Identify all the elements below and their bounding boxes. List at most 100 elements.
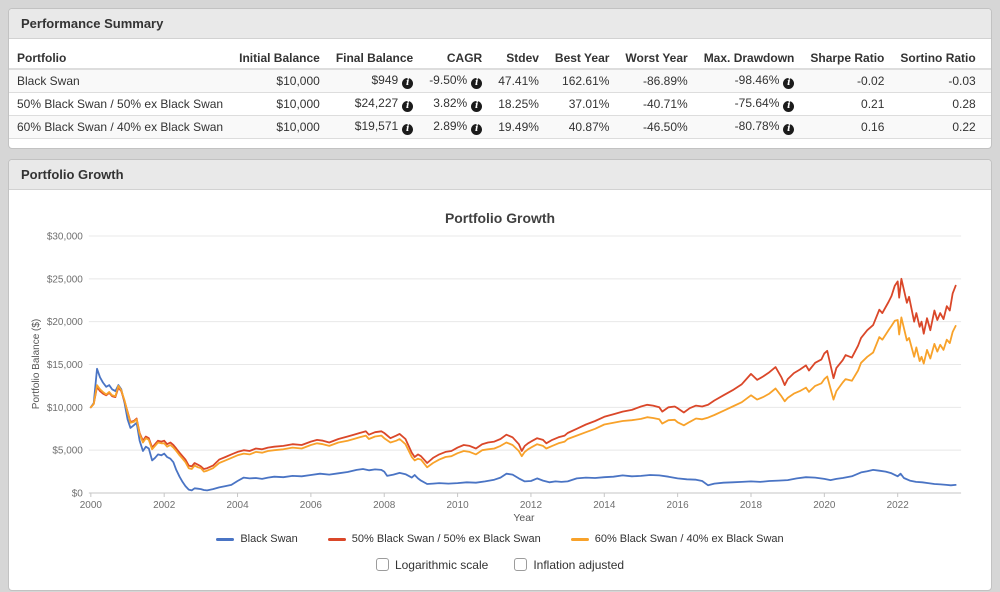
legend-item: 50% Black Swan / 50% ex Black Swan [327, 533, 541, 545]
cell: 3.82% i [421, 92, 491, 116]
x-tick-label: 2018 [740, 500, 763, 511]
logarithmic-scale-label: Logarithmic scale [394, 557, 489, 572]
logarithmic-scale-checkbox[interactable] [375, 558, 389, 571]
cell: -0.02 [802, 69, 893, 93]
cell: $19,571 i [327, 115, 422, 139]
cell-value: 162.61% [562, 74, 610, 88]
cell-value: $24,227 [354, 96, 399, 110]
cell-value: 18.25% [498, 97, 539, 111]
cell-value: $10,000 [276, 74, 320, 88]
cell-value: 0.21 [861, 97, 885, 111]
y-tick-label: $30,000 [47, 231, 83, 242]
cell: -40.71% [617, 92, 696, 116]
cell-value: 0.16 [861, 120, 885, 134]
y-tick-label: $25,000 [47, 274, 83, 285]
cell-value: -75.64% [734, 96, 780, 110]
info-icon[interactable]: i [471, 124, 483, 135]
info-icon[interactable]: i [402, 101, 414, 112]
cell-value: 40.87% [568, 120, 610, 134]
cell: $10,000 [231, 92, 328, 116]
legend-label: Black Swan [240, 533, 298, 545]
info-icon[interactable]: i [402, 124, 414, 135]
cell: $10,000 [231, 69, 328, 93]
cell: Black Swan [9, 69, 232, 93]
x-tick-label: 2010 [447, 500, 470, 511]
cell-value: Black Swan [17, 74, 80, 88]
info-icon[interactable]: i [783, 78, 795, 89]
column-header: CAGR [421, 48, 491, 70]
inflation-adjusted-control[interactable]: Inflation adjusted [514, 558, 624, 572]
chart-title: Portfolio Growth [445, 210, 555, 226]
cell-value: -86.89% [642, 74, 688, 88]
cell: 0.22 [892, 115, 984, 139]
x-tick-label: 2008 [373, 500, 396, 511]
y-tick-label: $10,000 [47, 403, 83, 414]
inflation-adjusted-label: Inflation adjusted [533, 557, 625, 572]
performance-summary-body: Portfolio Initial Balance Final Balance CAG… [9, 39, 991, 148]
y-tick-label: $15,000 [47, 360, 83, 371]
table-row: 50% Black Swan / 50% ex Black Swan $10,00… [9, 92, 991, 116]
cell: -46.50% [617, 115, 696, 139]
info-icon[interactable]: i [402, 78, 414, 89]
inflation-adjusted-checkbox[interactable] [514, 558, 528, 571]
y-axis-label: Portfolio Balance ($) [31, 319, 42, 409]
cell: -9.50% i [421, 69, 491, 93]
x-tick-label: 2000 [80, 500, 103, 511]
cell: 0.50 [983, 69, 991, 93]
column-header: Final Balance [327, 48, 422, 70]
table-header-row: Portfolio Initial Balance Final Balance CAG… [9, 48, 991, 70]
column-header: Portfolio [9, 48, 232, 70]
cell-value: -9.50% [429, 73, 468, 87]
cell-value: 47.41% [498, 74, 539, 88]
cell-value: -98.46% [734, 73, 780, 87]
cell-value: $949 [371, 73, 399, 87]
info-icon[interactable]: i [783, 101, 795, 112]
x-tick-label: 2004 [226, 500, 249, 511]
column-header: Max. Drawdown [695, 48, 803, 70]
cell-value: $19,571 [354, 119, 399, 133]
cell: $24,227 i [327, 92, 422, 116]
cell-value: 0.28 [952, 97, 976, 111]
x-tick-label: 2012 [520, 500, 543, 511]
x-tick-label: 2006 [300, 500, 323, 511]
info-icon[interactable]: i [471, 78, 483, 89]
x-tick-label: 2016 [667, 500, 690, 511]
cell-value: 60% Black Swan / 40% ex Black Swan [17, 120, 224, 134]
cell: 0.89 [983, 115, 991, 139]
chart-legend: Black Swan 50% Black Swan / 50% ex Black … [9, 531, 991, 547]
cell: 0.28 [892, 92, 984, 116]
cell: 0.21 [802, 92, 893, 116]
cell: $949 i [327, 69, 422, 93]
cell-value: -0.03 [948, 74, 976, 88]
cell: 19.49% [490, 115, 547, 139]
cell: 60% Black Swan / 40% ex Black Swan [9, 115, 232, 139]
portfolio-growth-header: Portfolio Growth [9, 160, 991, 190]
column-header: Worst Year [617, 48, 696, 70]
info-icon[interactable]: i [783, 124, 795, 135]
info-icon[interactable]: i [471, 101, 483, 112]
x-tick-label: 2020 [813, 500, 836, 511]
x-tick-label: 2014 [593, 500, 616, 511]
x-tick-label: 2002 [153, 500, 176, 511]
logarithmic-scale-control[interactable]: Logarithmic scale [375, 557, 489, 572]
column-header: Sharpe Ratio [802, 48, 893, 70]
x-axis-label: Year [513, 513, 535, 524]
series-line-0 [89, 367, 957, 492]
cell: 0.16 [802, 115, 893, 139]
portfolio-growth-body: Portfolio Growth Portfolio Balance ($) Y… [9, 190, 991, 590]
cell-value: 50% Black Swan / 50% ex Black Swan [17, 97, 224, 111]
cell: 0.93 [983, 92, 991, 116]
cell-value: $10,000 [276, 120, 320, 134]
cell: -80.78% i [695, 115, 803, 139]
cell: $10,000 [231, 115, 328, 139]
cell: 18.25% [490, 92, 547, 116]
cell: 40.87% [546, 115, 618, 139]
chart-controls: Logarithmic scale Inflation adjusted [9, 556, 991, 573]
cell: 50% Black Swan / 50% ex Black Swan [9, 92, 232, 116]
legend-label: 50% Black Swan / 50% ex Black Swan [351, 533, 541, 545]
cell: 162.61% [546, 69, 618, 93]
series-line-1 [89, 277, 957, 470]
performance-summary-panel: Performance Summary Portfolio Initial Bal… [8, 8, 992, 149]
panel-title: Performance Summary [21, 16, 164, 31]
cell: 47.41% [490, 69, 547, 93]
